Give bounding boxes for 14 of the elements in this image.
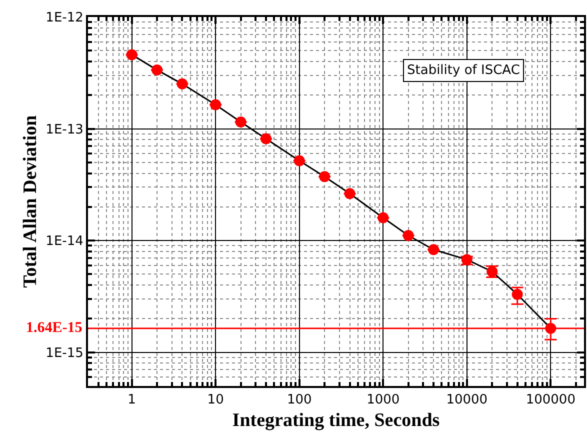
y-tick-label: 1E-12: [46, 10, 84, 26]
y-tick-label: 1E-13: [46, 122, 84, 138]
x-tick-label: 100: [286, 392, 312, 408]
annotation: Stability of ISCAC: [407, 63, 520, 78]
y-axis-title: Total Allan Deviation: [20, 114, 42, 288]
x-tick-label: 100000: [526, 392, 576, 408]
ref-line-label: 1.64E-15: [26, 320, 82, 336]
x-tick-label: 10: [207, 392, 224, 408]
x-tick-label: 1: [128, 392, 136, 408]
y-tick-label: 1E-15: [46, 346, 84, 361]
x-tick-label: 1000: [366, 392, 400, 408]
x-axis-title: Integrating time, Seconds: [232, 410, 440, 431]
x-tick-label: 10000: [446, 392, 488, 408]
y-tick-label: 1E-14: [46, 234, 84, 250]
